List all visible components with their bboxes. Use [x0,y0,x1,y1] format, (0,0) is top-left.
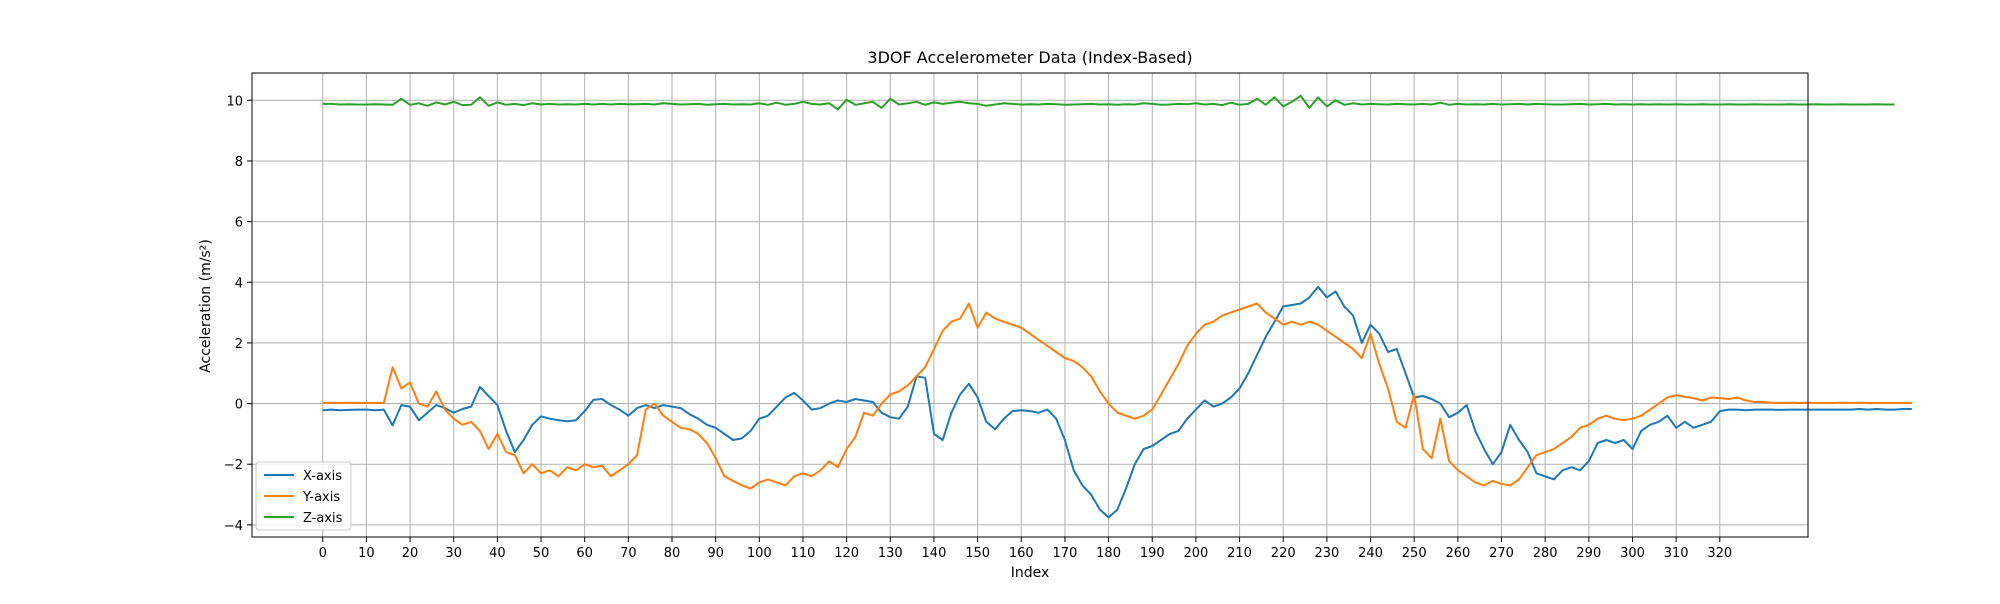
x-tick-label: 180 [1096,546,1121,561]
y-tick-label: 6 [235,216,243,231]
x-tick-label: 240 [1358,546,1383,561]
grid [252,73,1808,537]
y-axis-label: Acceleration (m/s²) [198,239,214,373]
x-tick-label: 280 [1533,546,1558,561]
y-tick-label: 4 [235,276,243,291]
x-tick-label: 210 [1227,546,1252,561]
x-tick-label: 290 [1576,546,1601,561]
x-tick-label: 190 [1140,546,1165,561]
x-axis-ticks: 0 10 20 30 40 50 60 70 80 90 100 110 120 130 140 150 160… [319,537,1732,561]
legend: X-axis Y-axis Z-axis [255,461,352,531]
y-tick-label: −4 [224,519,243,534]
x-tick-label: 70 [620,546,637,561]
plot-frame [251,72,1809,538]
x-tick-label: 140 [922,546,947,561]
x-tick-label: 150 [965,546,990,561]
x-tick-label: 320 [1707,546,1732,561]
x-tick-label: 270 [1489,546,1514,561]
legend-label-z-axis: Z-axis [303,511,343,526]
x-tick-label: 130 [878,546,903,561]
x-axis-label: Index [1011,565,1050,581]
x-tick-label: 10 [358,546,375,561]
legend-label-x-axis: X-axis [303,469,342,484]
series-line-x-axis [322,285,1912,519]
series-line-y-axis [322,302,1912,490]
x-tick-label: 40 [489,546,506,561]
y-tick-label: 10 [226,94,243,109]
x-tick-label: 0 [319,546,327,561]
x-tick-label: 90 [707,546,724,561]
legend-box [255,461,352,531]
x-tick-label: 80 [664,546,681,561]
y-axis-ticks: −4 −2 0 2 4 6 8 10 [224,94,252,534]
x-tick-label: 20 [402,546,419,561]
y-tick-label: −2 [224,458,243,473]
y-tick-label: 0 [235,398,243,413]
y-tick-label: 8 [235,155,243,170]
x-tick-label: 250 [1402,546,1427,561]
x-tick-label: 170 [1053,546,1078,561]
x-tick-label: 200 [1183,546,1208,561]
x-tick-label: 30 [445,546,462,561]
legend-label-y-axis: Y-axis [302,490,340,505]
x-tick-label: 160 [1009,546,1034,561]
series-line-z-axis [322,94,1895,111]
x-tick-label: 230 [1314,546,1339,561]
y-tick-label: 2 [235,337,243,352]
x-tick-label: 220 [1271,546,1296,561]
chart-title: 3DOF Accelerometer Data (Index-Based) [867,48,1192,67]
x-tick-label: 100 [747,546,772,561]
x-tick-label: 120 [834,546,859,561]
series-lines [322,94,1912,519]
x-tick-label: 110 [791,546,816,561]
x-tick-label: 300 [1620,546,1645,561]
x-tick-label: 260 [1445,546,1470,561]
x-tick-label: 50 [533,546,550,561]
x-tick-label: 310 [1664,546,1689,561]
x-tick-label: 60 [576,546,593,561]
